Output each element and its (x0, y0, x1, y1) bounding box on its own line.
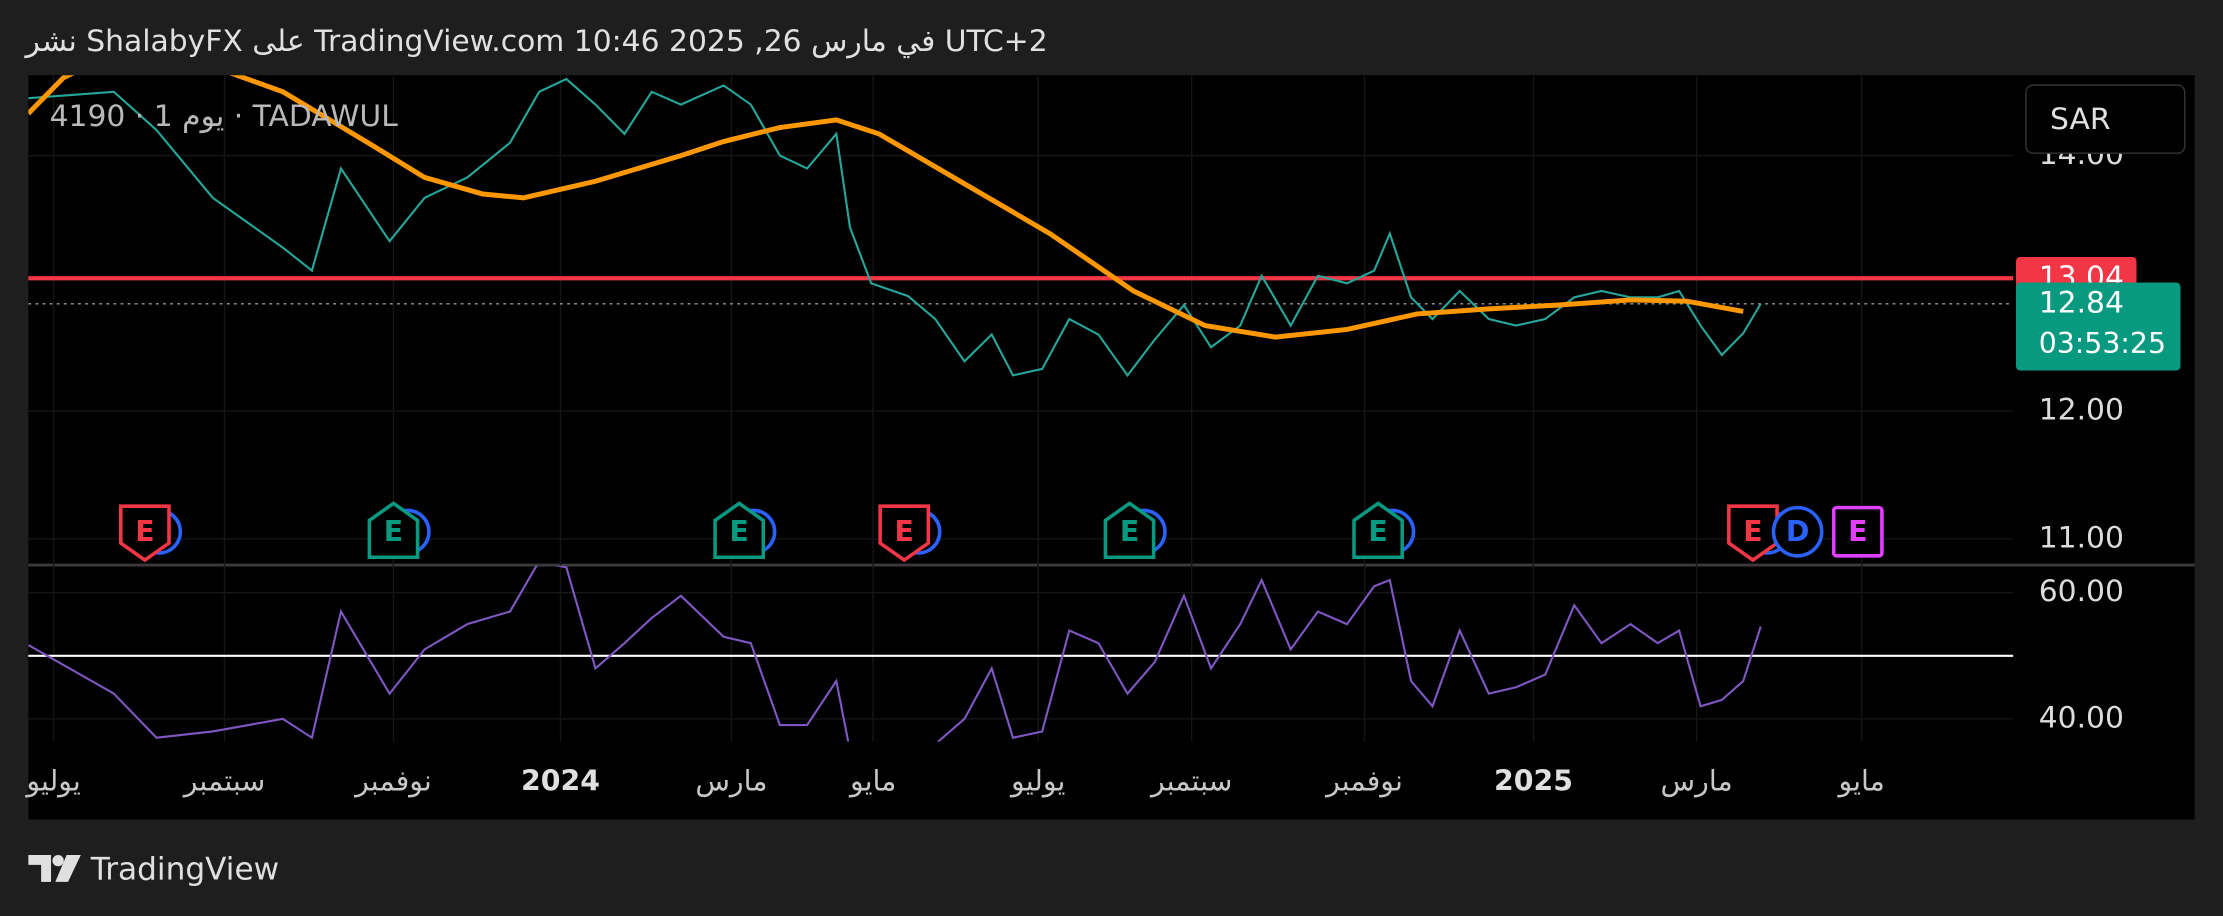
event-marker[interactable]: E (1831, 505, 1884, 558)
event-shield (119, 504, 171, 563)
y-tick-label: 60.00 (2039, 574, 2124, 609)
event-marker[interactable]: E (713, 501, 777, 560)
price-series (28, 77, 1762, 378)
x-tick-label: يوليو (1009, 765, 1065, 798)
event-label: D (1786, 515, 1810, 548)
price-badge-label: 12.84 (2039, 285, 2124, 320)
x-tick-label: نوفمبر (353, 765, 432, 798)
event-marker[interactable]: E (1727, 504, 1791, 563)
chart-layer: يوليو سبتمبر نوفمبر 2024 مارس مايو يوليو سبتمبر… (24, 75, 2181, 798)
event-shield (1352, 501, 1404, 560)
event-label: E (1848, 515, 1867, 548)
x-tick-label: 2024 (521, 765, 600, 798)
currency-label: SAR (2050, 102, 2111, 137)
y-tick-label: 11.00 (2039, 520, 2124, 555)
countdown-label: 03:53:25 (2039, 327, 2166, 360)
x-tick-label: مارس (1661, 765, 1733, 798)
event-shield (367, 501, 420, 560)
event-shield (1103, 501, 1156, 560)
event-circle (1771, 505, 1824, 558)
x-tick-label: نوفمبر (1324, 765, 1403, 798)
brand-name: TradingView (90, 852, 279, 888)
event-label: E (1120, 515, 1139, 548)
event-label: E (729, 515, 748, 548)
brand-logo (28, 854, 81, 882)
event-marker[interactable]: E (119, 504, 183, 563)
event-marker[interactable]: E (367, 501, 431, 560)
event-shield (1727, 504, 1779, 563)
event-shield (713, 501, 766, 560)
x-tick-label: مايو (1837, 765, 1885, 798)
x-tick-label: مايو (848, 765, 896, 798)
event-label: E (1743, 515, 1762, 548)
event-label: E (895, 515, 914, 548)
event-label: E (384, 515, 403, 548)
event-marker[interactable]: E (878, 504, 942, 563)
event-marker[interactable]: E (1103, 501, 1167, 560)
event-label: E (1368, 515, 1387, 548)
event-shield (878, 504, 931, 563)
event-label: E (135, 515, 154, 548)
x-tick-label: مارس (695, 765, 767, 798)
legend-text: 4190 · 1 يوم · TADAWUL (50, 99, 399, 134)
price-badge (2016, 282, 2181, 371)
header-text: نشر ShalabyFX على TradingView.com في مار… (24, 24, 1048, 59)
x-tick-label: سبتمبر (1149, 765, 1232, 798)
currency-button[interactable] (2025, 84, 2186, 154)
event-marker[interactable]: E (1352, 501, 1416, 560)
price-series (28, 75, 1744, 340)
x-tick-label: سبتمبر (182, 765, 265, 798)
event-square (1831, 505, 1884, 558)
x-tick-label: 2025 (1494, 765, 1573, 798)
x-tick-label: يوليو (24, 765, 80, 798)
event-marker[interactable]: D (1771, 505, 1824, 558)
rsi-line (28, 565, 1762, 742)
y-tick-label: 40.00 (2039, 700, 2124, 735)
y-tick-label: 12.00 (2039, 393, 2124, 428)
chart-panel (28, 75, 2195, 820)
